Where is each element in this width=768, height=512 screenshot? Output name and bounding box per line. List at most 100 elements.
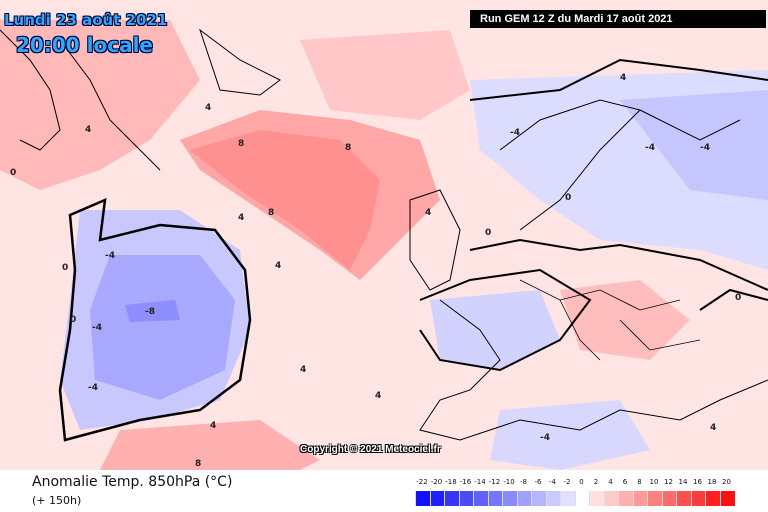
- legend-tick-label: 10: [649, 478, 659, 486]
- contour-label: 4: [210, 421, 216, 431]
- legend-color-cell: [705, 491, 721, 506]
- contour-label: 8: [268, 208, 274, 218]
- legend-tick-label: 2: [593, 478, 599, 486]
- contour-label: -4: [645, 143, 655, 153]
- legend-tick-label: -14: [474, 478, 486, 486]
- legend-tick-label: 8: [637, 478, 642, 486]
- contour-label: 0: [62, 263, 68, 273]
- legend-color-cell: [531, 491, 547, 506]
- legend-tick-label: -12: [488, 478, 501, 486]
- legend-color-cell: [545, 491, 561, 506]
- contour-label: -4: [700, 143, 710, 153]
- legend-color-cell: [690, 491, 706, 506]
- contour-label: 0: [565, 193, 571, 203]
- contour-label: 8: [195, 459, 201, 469]
- legend-tick-label: 0: [579, 478, 584, 486]
- legend-tick-label: -2: [563, 478, 571, 486]
- legend-tick-label: 16: [693, 478, 702, 486]
- legend-tick-label: -8: [520, 478, 527, 486]
- contour-label: -4: [88, 383, 98, 393]
- legend-color-cell: [458, 491, 474, 506]
- contour-label: 4: [300, 365, 306, 375]
- legend-tick-label: 14: [678, 478, 688, 486]
- contour-label: 0: [485, 228, 491, 238]
- contour-label: 4: [85, 125, 91, 135]
- footer-bar: Anomalie Temp. 850hPa (°C) (+ 150h) -22-…: [0, 470, 768, 512]
- anomaly-map: -4 -4 -4 -4 -4 -4 -4 -8 0 0 0 0 0 0 4 4 …: [0, 0, 768, 470]
- warm-core: [190, 130, 380, 270]
- warm-north: [300, 30, 470, 120]
- contour-label: 0: [735, 293, 741, 303]
- warm-area-greenland: [0, 20, 200, 190]
- legend-tick-label: -6: [534, 478, 542, 486]
- contour-label: 0: [70, 315, 76, 325]
- legend-tick-label: -20: [430, 478, 443, 486]
- legend-color-cell: [473, 491, 489, 506]
- coast-europe: [419, 299, 768, 441]
- model-run-banner: Run GEM 12 Z du Mardi 17 août 2021: [470, 10, 766, 28]
- contour-label: 4: [205, 103, 211, 113]
- legend-tick-label: 12: [664, 478, 673, 486]
- legend-tick-label: 4: [608, 478, 613, 486]
- cold-area-northeast: [620, 90, 768, 200]
- cold-center: [125, 300, 180, 322]
- legend-color-cell: [415, 491, 431, 506]
- zero-contour-atlantic: [58, 197, 252, 442]
- warm-central-europe: [560, 280, 690, 360]
- contour-label: -4: [92, 323, 102, 333]
- legend-color-cell: [661, 491, 677, 506]
- legend-tick-label: 20: [722, 478, 731, 486]
- legend-color-cell: [719, 491, 735, 506]
- legend-tick-label: -18: [445, 478, 457, 486]
- legend-tick-label: -10: [503, 478, 515, 486]
- legend-color-cell: [618, 491, 634, 506]
- cold-area-alps: [430, 290, 560, 370]
- legend-color-cell: [560, 491, 576, 506]
- variable-title: Anomalie Temp. 850hPa (°C): [32, 474, 233, 490]
- contour-label: -4: [510, 128, 520, 138]
- legend-tick-label: -4: [549, 478, 556, 486]
- legend-color-cell: [487, 491, 503, 506]
- contour-label: 8: [238, 139, 244, 149]
- contour-label: 4: [620, 73, 626, 83]
- cold-area-mediterranean: [490, 400, 650, 470]
- legend-tick-label: -16: [459, 478, 472, 486]
- legend-color-cell: [429, 491, 445, 506]
- coast-greenland: [0, 29, 161, 171]
- cold-core: [90, 255, 235, 400]
- contour-label: 4: [238, 213, 244, 223]
- legend-tick-label: 6: [622, 478, 628, 486]
- contour-label: -4: [105, 251, 115, 261]
- contour-labels: -4 -4 -4 -4 -4 -4 -4 -8 0 0 0 0 0 0 4 4 …: [10, 73, 741, 469]
- legend-tick-label: 18: [707, 478, 717, 486]
- warm-south: [100, 420, 320, 470]
- map-area: -4 -4 -4 -4 -4 -4 -4 -8 0 0 0 0 0 0 4 4 …: [0, 0, 768, 470]
- legend-color-cell: [444, 491, 460, 506]
- borders-europe: [519, 279, 701, 361]
- contour-label: 4: [375, 391, 381, 401]
- legend-color-cell: [574, 491, 590, 506]
- forecast-date: Lundi 23 août 2021: [4, 11, 168, 29]
- legend-color-cell: [589, 491, 605, 506]
- legend-color-cell: [676, 491, 692, 506]
- lead-time: (+ 150h): [32, 494, 82, 507]
- legend-color-cell: [632, 491, 648, 506]
- coast-scandinavia: [499, 99, 741, 231]
- contour-label: 4: [275, 261, 281, 271]
- legend-color-cell: [502, 491, 518, 506]
- contour-label: -4: [540, 433, 550, 443]
- contour-label: 4: [710, 423, 716, 433]
- legend-color-cell: [516, 491, 532, 506]
- legend-color-cell: [647, 491, 663, 506]
- contour-label: 4: [425, 208, 431, 218]
- legend-color-cell: [603, 491, 619, 506]
- legend-tick-label: -22: [416, 478, 428, 486]
- contour-label: -8: [145, 307, 155, 317]
- contour-label: 8: [345, 143, 351, 153]
- copyright-notice: Copyright © 2021 Meteociel.fr: [300, 444, 441, 455]
- coast-iceland: [199, 28, 281, 96]
- forecast-time: 20:00 locale: [16, 33, 153, 57]
- zero-contour-europe: [419, 58, 768, 372]
- coast-uk: [409, 189, 461, 291]
- contour-label: 0: [10, 168, 16, 178]
